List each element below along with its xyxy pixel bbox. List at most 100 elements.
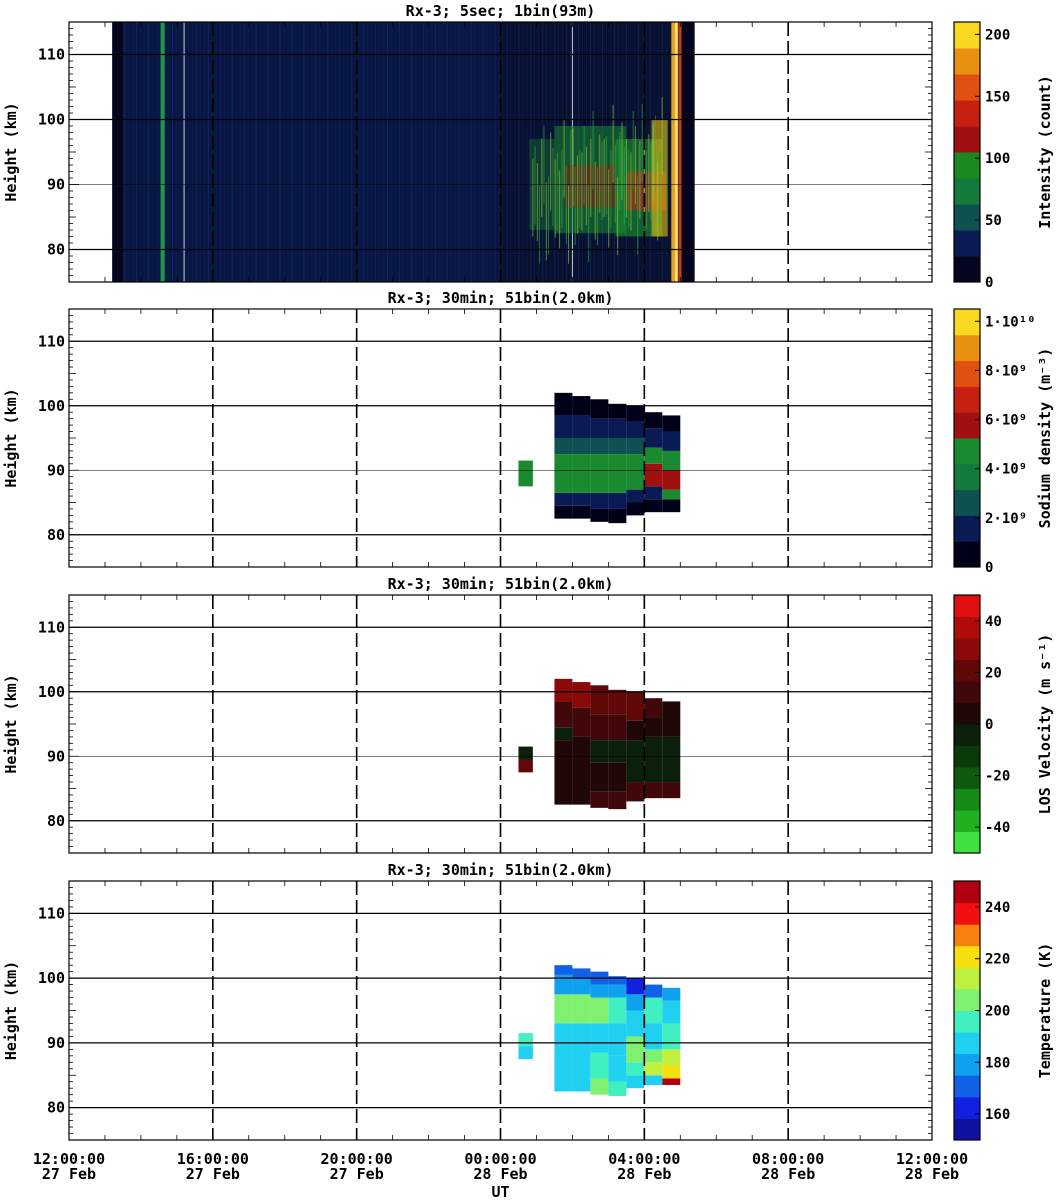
xtick-label-time: 08:00:00 — [752, 1150, 824, 1168]
data-cell — [626, 1036, 645, 1063]
data-cell — [572, 968, 591, 979]
data-cell — [608, 508, 627, 524]
data-cell — [554, 678, 573, 702]
xtick-label-time: 16:00:00 — [177, 1150, 249, 1168]
data-cell — [590, 791, 609, 808]
panel-title: Rx-3; 30min; 51bin(2.0km) — [388, 289, 614, 307]
colorbar-label: LOS Velocity (m s⁻¹) — [1036, 634, 1054, 815]
colorbar-swatch — [954, 945, 980, 968]
colorbar-swatch — [954, 463, 980, 491]
data-cell — [626, 978, 645, 995]
ytick-label: 90 — [47, 176, 65, 194]
panel-1: Rx-3; 5sec; 1bin(93m) 80 90 100 110 Height (k… — [2, 2, 1054, 291]
data-cell — [644, 736, 663, 783]
colorbar-swatch — [954, 1075, 980, 1098]
y-axis-label: Height (km) — [2, 674, 20, 773]
colorbar-swatch — [954, 831, 980, 854]
colorbar-tick-label: 1·10¹⁰ — [985, 314, 1036, 330]
data-cell — [590, 418, 609, 438]
colorbar-tick-label: -40 — [985, 820, 1010, 836]
intensity-edge-red — [678, 22, 682, 282]
data-cell — [662, 470, 681, 490]
xtick-label-date: 27 Feb — [330, 1165, 384, 1183]
data-cell — [662, 450, 681, 471]
data-cell — [608, 1055, 627, 1082]
data-cell — [590, 438, 609, 455]
data-cell — [554, 1065, 573, 1092]
data-cell — [572, 707, 591, 737]
data-cell — [608, 492, 627, 509]
data-cell — [608, 689, 627, 715]
colorbar-tick-label: 0 — [985, 717, 993, 733]
panel-3: Rx-3; 30min; 51bin(2.0km) 80 90 100 110 Heigh… — [2, 575, 1054, 854]
xtick-label-date: 27 Feb — [186, 1165, 240, 1183]
data-cell — [662, 499, 681, 513]
data-cell — [572, 438, 591, 455]
data-cell — [644, 782, 663, 799]
colorbar-swatch — [954, 1010, 980, 1033]
xtick-label-time: 20:00:00 — [321, 1150, 393, 1168]
data-cell — [626, 405, 645, 422]
colorbar-swatch — [954, 204, 980, 231]
data-cell — [518, 1033, 533, 1047]
colorbar-swatch — [954, 1118, 980, 1141]
data-cell — [554, 392, 573, 416]
data-cell — [554, 701, 573, 728]
ytick-label: 100 — [38, 683, 65, 701]
colorbar-swatch — [954, 515, 980, 542]
colorbar-swatch — [954, 745, 980, 768]
data-cell — [554, 505, 573, 519]
data-cell — [644, 447, 663, 464]
ytick-label: 110 — [38, 904, 65, 922]
ytick-label: 90 — [47, 1034, 65, 1052]
data-cell — [644, 1075, 663, 1085]
colorbar-swatch — [954, 100, 980, 127]
data-cell — [662, 489, 681, 500]
data-cell — [518, 460, 533, 487]
data-cell — [608, 984, 627, 998]
xtick-label-time: 12:00:00 — [896, 1150, 968, 1168]
colorbar-swatch — [954, 724, 980, 746]
data-cell — [590, 1023, 609, 1053]
data-cell — [644, 412, 663, 429]
colorbar: 160 180 200 220 240 Temperature (K) — [953, 880, 1054, 1141]
data-cell — [644, 698, 663, 718]
colorbar-tick-label: 40 — [985, 614, 1002, 630]
data-cell — [590, 740, 609, 763]
colorbar-swatch — [954, 309, 980, 336]
data-cell — [644, 463, 663, 487]
y-axis-label: Height (km) — [2, 102, 20, 201]
colorbar-swatch — [954, 256, 980, 283]
xtick-label-date: 28 Feb — [617, 1165, 671, 1183]
data-cell — [662, 1078, 681, 1085]
colorbar-swatch — [954, 1053, 980, 1076]
colorbar-tick-label: 20 — [985, 665, 1002, 681]
colorbar-swatch — [954, 48, 980, 75]
panel-title: Rx-3; 30min; 51bin(2.0km) — [388, 861, 614, 879]
xtick-label-date: 28 Feb — [905, 1165, 959, 1183]
colorbar-tick-label: 0 — [985, 560, 993, 576]
data-cell — [554, 415, 573, 438]
ytick-label: 110 — [38, 618, 65, 636]
data-cell — [608, 403, 627, 419]
data-cell — [644, 499, 663, 513]
ytick-label: 110 — [38, 46, 65, 64]
data-cell — [608, 997, 627, 1024]
colorbar-swatch — [954, 22, 980, 49]
colorbar-swatch — [954, 412, 980, 439]
colorbar-swatch — [954, 967, 980, 990]
colorbar-label: Intensity (count) — [1036, 75, 1054, 229]
colorbar-swatch — [954, 386, 980, 413]
data-cell — [572, 682, 591, 708]
colorbar-swatch — [954, 810, 980, 832]
colorbar-tick-label: 4·10⁹ — [985, 462, 1027, 478]
intensity-image — [112, 22, 695, 282]
panel-title: Rx-3; 30min; 51bin(2.0km) — [388, 575, 614, 593]
data-cell — [626, 1062, 645, 1076]
data-cell — [608, 791, 627, 810]
data-cell — [626, 691, 645, 721]
data-cell — [590, 984, 609, 998]
colorbar-swatch — [954, 924, 980, 947]
ytick-label: 80 — [47, 812, 65, 830]
